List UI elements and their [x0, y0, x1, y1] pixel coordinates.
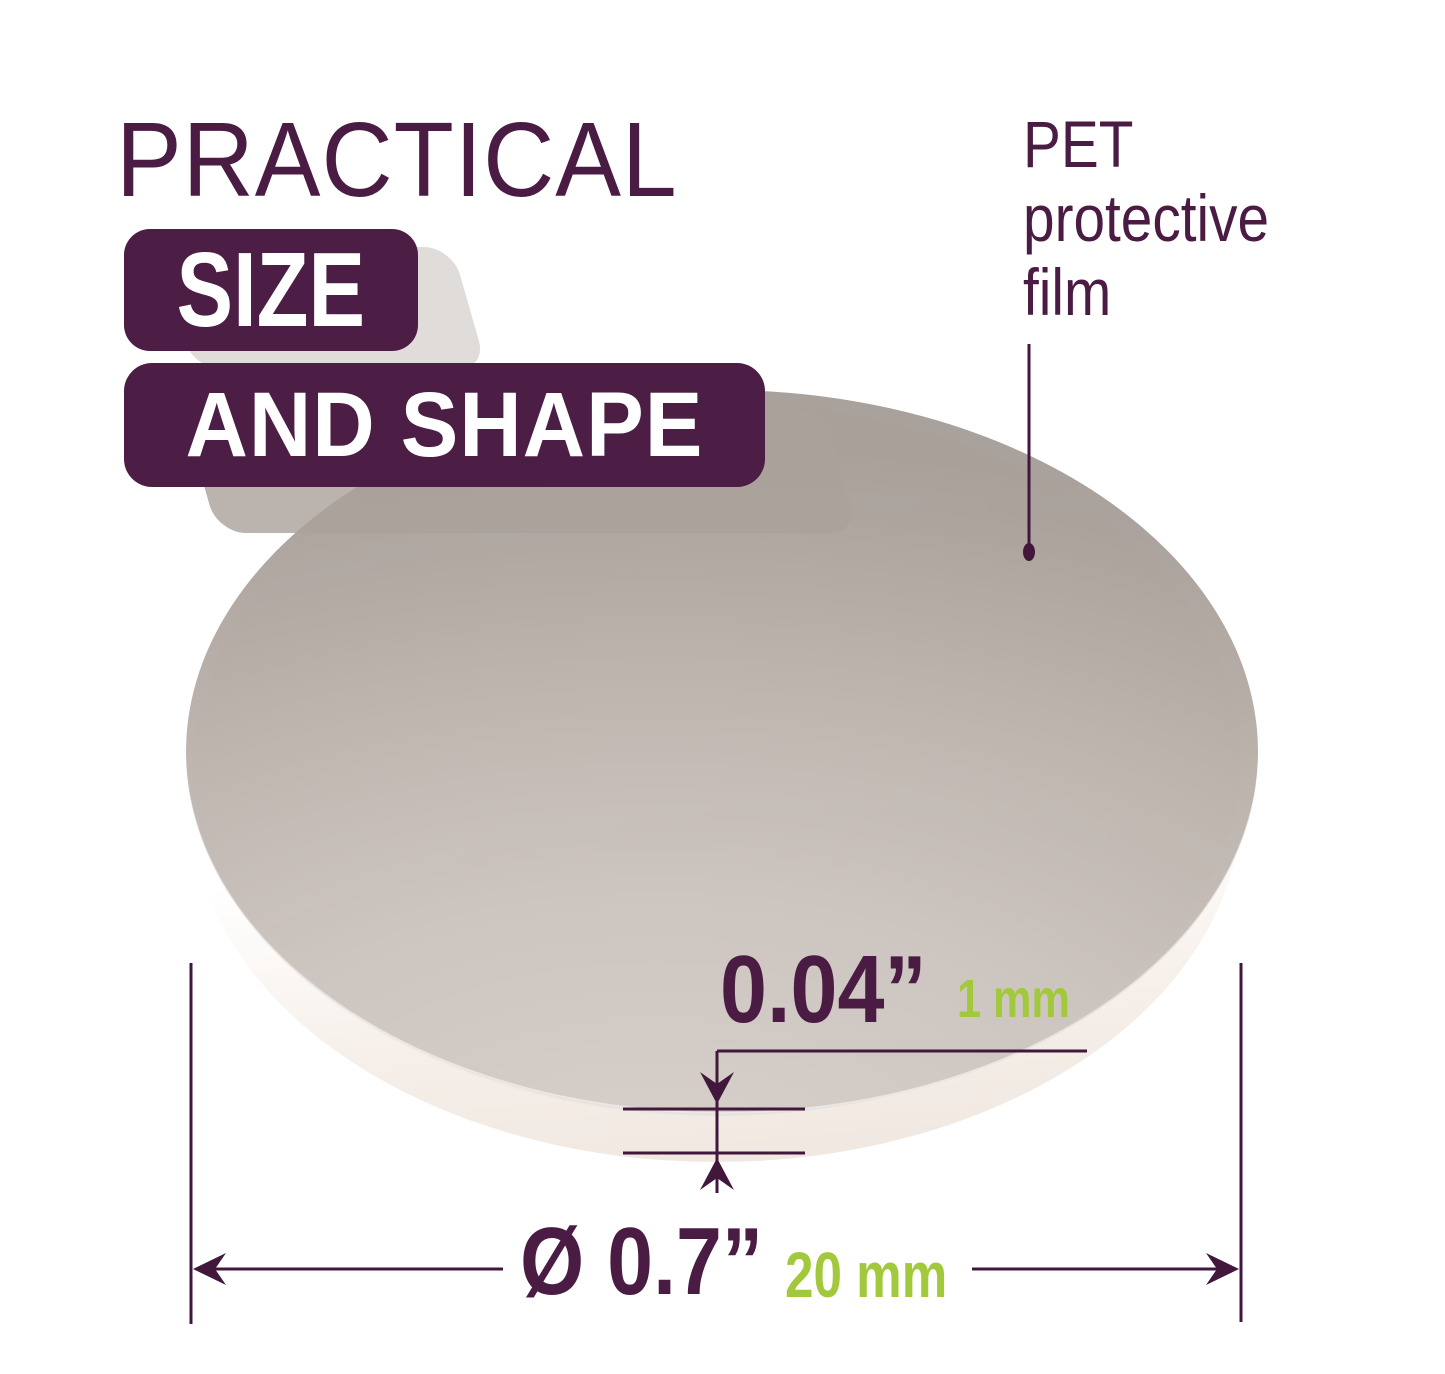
thickness-metric-label: 1 mm	[957, 969, 1070, 1029]
diameter-arrow-right	[1206, 1253, 1239, 1285]
thickness-arrow-up	[700, 1158, 734, 1190]
film-callout-line-3: film	[1023, 255, 1112, 329]
film-callout-line-2: protective	[1023, 181, 1270, 255]
diameter-imperial-label: Ø 0.7”	[520, 1208, 764, 1315]
page-title: PRACTICAL	[116, 101, 678, 219]
diameter-metric-label: 20 mm	[785, 1239, 948, 1311]
diameter-arrow-left	[193, 1253, 226, 1285]
size-badge: SIZE	[124, 229, 418, 351]
and-shape-badge-label: AND SHAPE	[185, 373, 704, 476]
film-callout-line-1: PET	[1023, 107, 1134, 181]
size-badge-label: SIZE	[176, 230, 366, 349]
and-shape-badge: AND SHAPE	[124, 363, 765, 487]
thickness-imperial-label: 0.04”	[720, 936, 927, 1043]
film-callout-label: PET protective film	[1023, 107, 1269, 329]
